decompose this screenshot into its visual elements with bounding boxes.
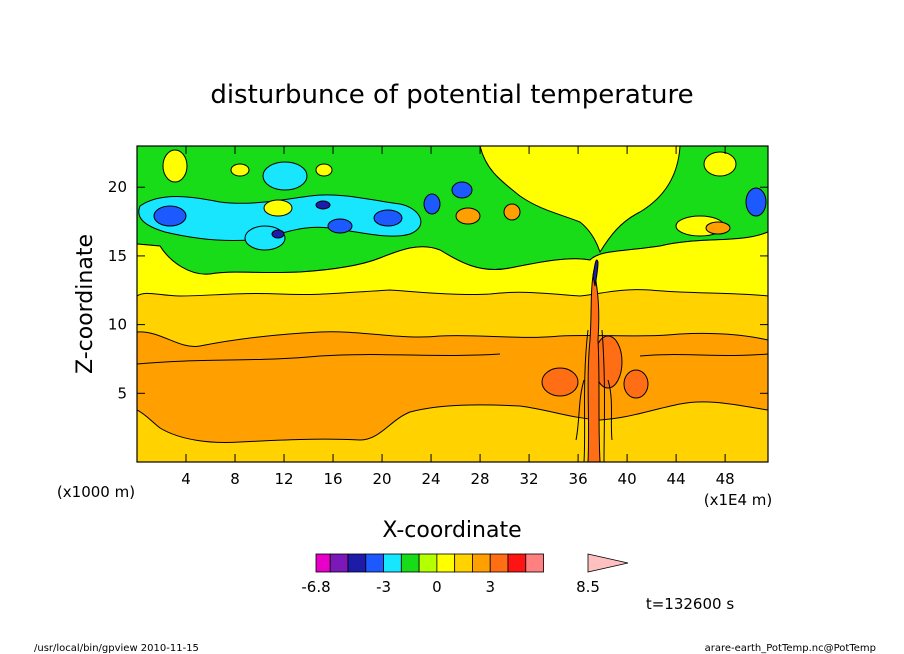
field-plume-contours	[575, 329, 613, 462]
x-tick-label: 28	[471, 470, 490, 488]
field-navy-blob-1	[271, 229, 285, 239]
field-orange-blob-2	[503, 203, 521, 221]
field-blue-blob-6	[745, 187, 767, 217]
colorbar-swatch	[454, 553, 473, 573]
colorbar-swatch	[472, 553, 491, 573]
footer-right: arare-earth_PotTemp.nc@PotTemp	[705, 643, 876, 654]
field-orange-blob-1	[455, 207, 481, 225]
field-yellow-blob-4	[263, 199, 293, 217]
field-red-blob-3	[623, 369, 649, 399]
colorbar-tick-label: -3	[376, 578, 391, 596]
x-tick-label: 36	[569, 470, 588, 488]
colorbar-swatch	[365, 553, 384, 573]
x-tick-label: 20	[373, 470, 392, 488]
x-tick-label: 48	[716, 470, 735, 488]
colorbar-tick-label: 3	[485, 578, 495, 596]
colorbar-swatch	[418, 553, 438, 573]
field-blue-blob-3	[327, 218, 353, 234]
x-tick-label: 44	[667, 470, 686, 488]
chart-title: disturbunce of potential temperature	[210, 80, 693, 110]
field-yellow-blob-5	[703, 151, 737, 177]
colorbar-swatch	[383, 553, 402, 573]
y-tick-label: 20	[108, 178, 127, 196]
x-axis: 4 8 12 16 20 24 28 32 36 40 44 48	[181, 146, 735, 488]
field-red-blob-1	[541, 367, 579, 397]
colorbar-swatch	[315, 553, 331, 573]
time-label: t=132600 s	[646, 595, 734, 613]
y-tick-label: 15	[108, 247, 127, 265]
field-blue-blob-2	[373, 209, 403, 227]
field-blue-blob-5	[451, 181, 473, 199]
field-yellow-blob-1	[162, 149, 188, 183]
colorbar-tick-label: 8.5	[576, 578, 600, 596]
colorbar-swatch	[347, 553, 367, 573]
field-navy-blob-2	[315, 200, 331, 210]
field-orange-blob-3	[705, 221, 731, 235]
y-tick-label: 10	[108, 316, 127, 334]
colorbar-swatch	[436, 553, 456, 573]
x-tick-label: 40	[618, 470, 637, 488]
plot-frame	[136, 145, 769, 463]
x-tick-label: 8	[230, 470, 240, 488]
field-yellow-blob-3	[315, 163, 333, 177]
colorbar: -6.8 -3 0 3 8.5	[301, 553, 629, 596]
colorbar-swatch	[507, 553, 527, 573]
colorbar-swatch	[329, 553, 349, 573]
y-unit-label: (x1000 m)	[57, 483, 135, 501]
y-axis: 5 10 15 20	[108, 178, 768, 402]
field-cyan-blob-1	[262, 161, 308, 191]
footer-left: /usr/local/bin/gpview 2010-11-15	[34, 643, 199, 654]
x-tick-label: 24	[422, 470, 441, 488]
x-tick-label: 12	[274, 470, 293, 488]
x-tick-label: 32	[520, 470, 539, 488]
x-unit-label: (x1E4 m)	[704, 491, 773, 509]
x-tick-label: 4	[181, 470, 191, 488]
x-tick-label: 16	[323, 470, 342, 488]
y-tick-label: 5	[117, 384, 127, 402]
colorbar-swatch	[489, 553, 509, 573]
plot-field	[137, 146, 768, 462]
field-yellow-blob-2	[230, 163, 250, 177]
x-axis-label: X-coordinate	[382, 518, 521, 543]
field-contour-lines	[137, 353, 768, 365]
field-blue-blob-4	[423, 193, 441, 215]
colorbar-extension-arrow	[587, 553, 629, 573]
field-plume-core	[592, 259, 599, 287]
field-yellow-upper	[137, 231, 768, 297]
field-plume	[479, 146, 681, 254]
colorbar-tick-label: -6.8	[301, 578, 330, 596]
colorbar-tick-label: 0	[432, 578, 442, 596]
y-axis-label: Z-coordinate	[73, 234, 98, 374]
field-blue-blob-1	[153, 205, 187, 227]
colorbar-swatch	[525, 553, 544, 573]
colorbar-swatch	[400, 553, 420, 573]
